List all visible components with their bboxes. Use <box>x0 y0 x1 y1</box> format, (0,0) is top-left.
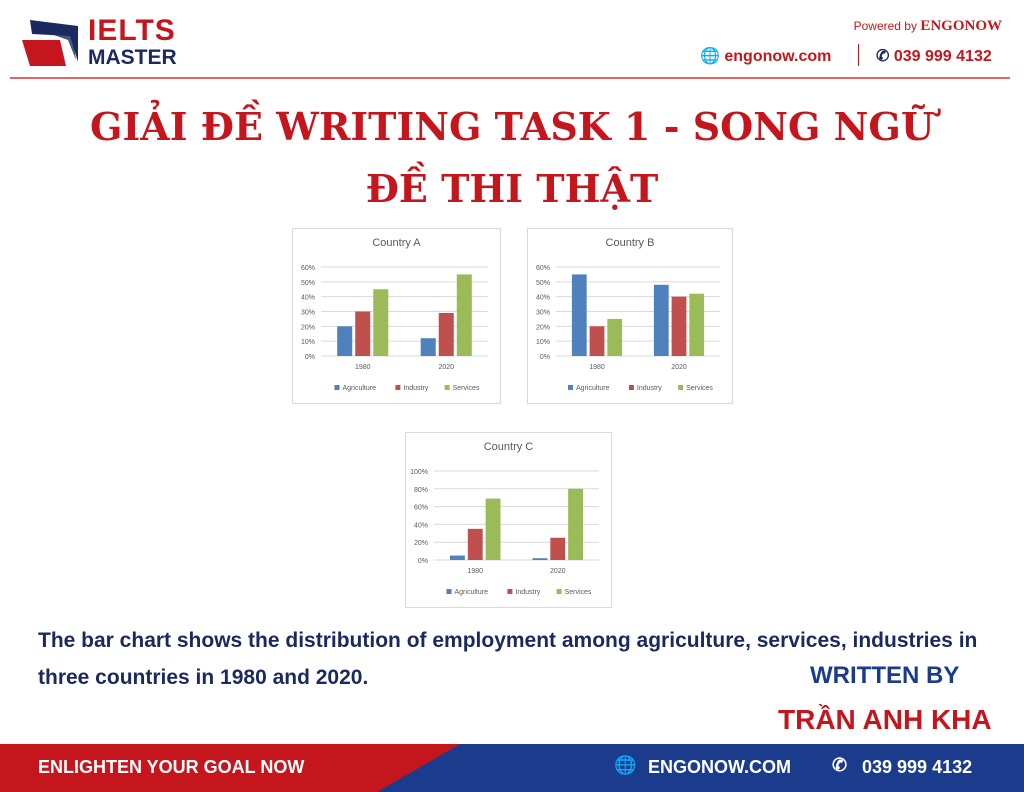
y-tick-label: 50% <box>301 280 315 287</box>
y-tick-label: 50% <box>536 280 550 287</box>
footer-slogan: ENLIGHTEN YOUR GOAL NOW <box>38 757 305 777</box>
author: TRẦN ANH KHA <box>778 704 992 735</box>
written-by: WRITTEN BY <box>810 662 960 689</box>
globe-icon: 🌐 <box>700 48 720 65</box>
x-tick-label: 2020 <box>671 364 687 371</box>
logo-master: MASTER <box>88 46 177 69</box>
header-phone[interactable]: ✆ 039 999 4132 <box>876 46 992 66</box>
y-tick-label: 20% <box>301 324 315 331</box>
y-tick-label: 10% <box>536 339 550 346</box>
y-tick-label: 0% <box>418 558 428 565</box>
x-tick-label: 2020 <box>550 568 566 575</box>
chart-country-b: Country B 0% 10% 20% 30% 40% 50% 60% 1980 2020 Agr… <box>527 228 733 404</box>
footer: ENLIGHTEN YOUR GOAL NOW 🌐 ENGONOW.COM ✆ … <box>0 744 1024 792</box>
chart-svg: Country C 0% 20% 40% 60% 80% 100% 1980 2020 Agric… <box>410 441 599 596</box>
chart-title: Country A <box>372 237 421 249</box>
x-tick-label: 2020 <box>438 364 454 371</box>
bar-services-2020 <box>689 293 705 356</box>
header-phone-text: 039 999 4132 <box>893 48 992 65</box>
legend-swatch <box>556 589 562 594</box>
legend-swatch <box>568 385 573 390</box>
bar-services-1980 <box>485 498 501 560</box>
y-tick-label: 60% <box>301 265 315 272</box>
page-title-line1: GIẢI ĐỀ WRITING TASK 1 - SONG NGỮ <box>90 104 934 149</box>
legend-swatch <box>628 385 634 390</box>
bar-agriculture-1980 <box>337 326 353 356</box>
bar-industry-2020 <box>671 296 687 356</box>
y-tick-label: 40% <box>414 522 428 529</box>
bar-industry-1980 <box>355 311 371 356</box>
powered-brand: ENGONOW <box>920 18 1002 34</box>
y-tick-label: 20% <box>536 324 550 331</box>
y-tick-label: 30% <box>301 310 315 317</box>
legend-swatch <box>507 589 513 594</box>
y-tick-label: 20% <box>414 540 428 547</box>
bar-services-2020 <box>568 488 583 560</box>
bar-services-1980 <box>607 318 623 356</box>
header-divider <box>10 77 1010 79</box>
chart-country-a: Country A 0% 10% 20% 30% 40% 50% 60% 1980 2020 Agr… <box>292 228 501 404</box>
bar-industry-2020 <box>438 312 454 356</box>
x-tick-label: 1980 <box>467 568 483 575</box>
description: The bar chart shows the distribution of … <box>38 629 978 689</box>
bar-agriculture-1980 <box>571 274 587 356</box>
legend-label: Agriculture <box>343 385 377 392</box>
header-website-text: engonow.com <box>724 48 832 65</box>
y-tick-label: 0% <box>305 354 315 361</box>
phone-icon: ✆ <box>876 48 890 65</box>
bar-services-1980 <box>373 289 389 356</box>
powered-prefix: Powered by <box>853 19 917 33</box>
page-title-line2: ĐỀ THI THẬT <box>365 166 659 211</box>
powered-by: Powered by ENGONOW <box>854 18 1002 35</box>
y-tick-label: 40% <box>536 295 550 302</box>
y-tick-label: 0% <box>540 354 550 361</box>
footer-phone[interactable]: 039 999 4132 <box>862 757 973 777</box>
footer-website[interactable]: ENGONOW.COM <box>648 757 791 777</box>
chart-svg: Country A 0% 10% 20% 30% 40% 50% 60% 1980 2020 Agr… <box>301 237 488 392</box>
bar-industry-2020 <box>550 537 566 560</box>
chart-country-c: Country C 0% 20% 40% 60% 80% 100% 1980 2020 Agric… <box>405 432 612 608</box>
header-website[interactable]: 🌐 engonow.com <box>700 46 831 66</box>
chart-title: Country B <box>606 237 655 249</box>
y-tick-label: 60% <box>536 265 550 272</box>
y-tick-label: 100% <box>410 469 428 476</box>
legend-label: Industry <box>515 589 540 596</box>
logo <box>20 14 86 68</box>
divider <box>858 44 859 66</box>
x-tick-label: 1980 <box>355 364 371 371</box>
y-tick-label: 60% <box>414 505 428 512</box>
legend-label: Services <box>565 589 592 596</box>
bar-services-2020 <box>456 274 472 356</box>
legend-label: Agriculture <box>576 385 610 392</box>
y-tick-label: 30% <box>536 310 550 317</box>
x-tick-label: 1980 <box>589 364 605 371</box>
legend-label: Services <box>686 385 713 392</box>
bar-agriculture-2020 <box>420 338 436 356</box>
phone-icon: ✆ <box>832 755 848 775</box>
bar-industry-1980 <box>589 326 605 356</box>
bar-agriculture-1980 <box>450 555 465 560</box>
legend-label: Industry <box>403 385 428 392</box>
bar-industry-1980 <box>467 528 483 560</box>
legend-swatch <box>678 385 684 390</box>
y-tick-label: 80% <box>414 487 428 494</box>
legend-label: Industry <box>637 385 662 392</box>
legend-swatch <box>395 385 401 390</box>
globe-icon: 🌐 <box>614 755 637 775</box>
legend-swatch <box>444 385 450 390</box>
logo-ielts: IELTS <box>88 14 176 47</box>
legend-label: Services <box>453 385 480 392</box>
footer-red-band <box>0 744 460 792</box>
y-tick-label: 40% <box>301 295 315 302</box>
legend-label: Agriculture <box>455 589 489 596</box>
bar-agriculture-2020 <box>532 558 548 560</box>
legend-swatch <box>334 385 340 390</box>
chart-title: Country C <box>484 441 534 453</box>
bar-agriculture-2020 <box>653 284 669 356</box>
chart-svg: Country B 0% 10% 20% 30% 40% 50% 60% 1980 2020 Agr… <box>536 237 720 392</box>
logo-book-icon <box>22 20 78 66</box>
legend-swatch <box>446 589 452 594</box>
y-tick-label: 10% <box>301 339 315 346</box>
